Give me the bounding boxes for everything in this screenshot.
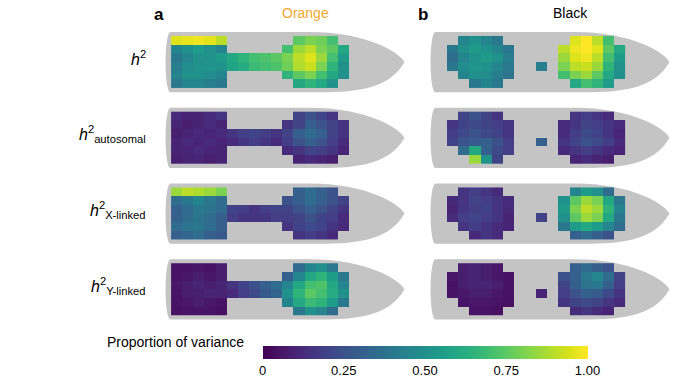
svg-text:Black: Black (553, 5, 588, 21)
svg-text:Proportion of variance: Proportion of variance (107, 334, 244, 350)
svg-text:0.25: 0.25 (331, 363, 356, 378)
svg-text:0: 0 (259, 363, 266, 378)
svg-text:b: b (418, 5, 428, 24)
svg-text:a: a (154, 5, 164, 24)
svg-text:h​2​​autosomal​: h​2​​autosomal​ (79, 123, 146, 145)
svg-text:h​2​​X-linked​: h​2​​X-linked​ (90, 199, 146, 221)
svg-text:0.75: 0.75 (494, 363, 519, 378)
svg-text:h​2​: h​2​ (131, 48, 146, 68)
svg-text:h​2​​Y-linked​: h​2​​Y-linked​ (91, 275, 146, 297)
svg-text:Orange: Orange (282, 5, 329, 21)
svg-text:1.00: 1.00 (575, 363, 600, 378)
svg-text:0.50: 0.50 (412, 363, 437, 378)
